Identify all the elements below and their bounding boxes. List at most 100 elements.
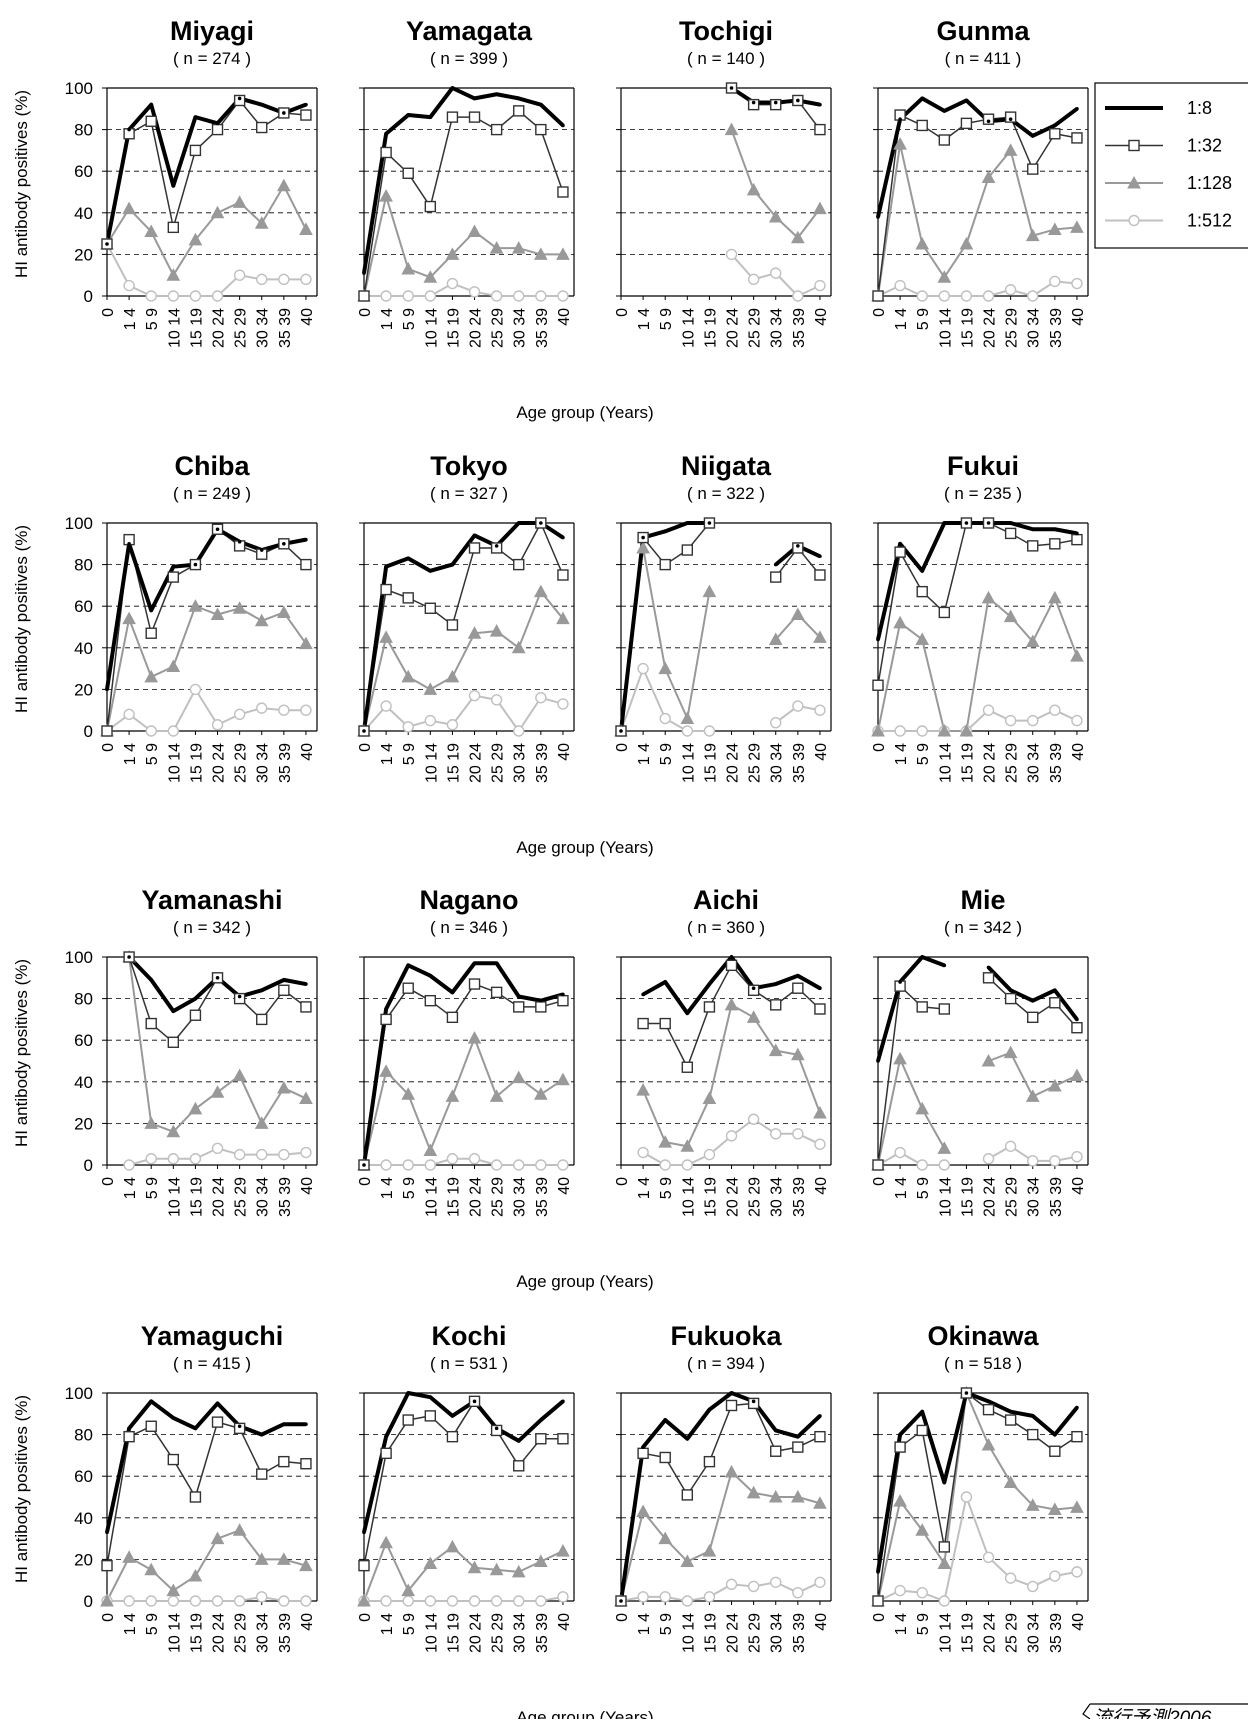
data-point-1-32 <box>380 146 392 159</box>
data-point-1-128 <box>533 247 548 260</box>
data-point-1-32 <box>872 679 884 691</box>
x-tick-label: 15 19 <box>188 743 205 783</box>
data-point-1-128 <box>1025 228 1040 242</box>
x-tick-label: 0 <box>100 743 117 752</box>
data-point-1-8 <box>472 533 477 538</box>
x-tick-label: 25 29 <box>747 308 764 348</box>
data-point-1-8 <box>450 1414 455 1418</box>
x-tick-label: 25 29 <box>747 1613 764 1653</box>
panel-n-yamagata: ( n = 399 ) <box>430 49 508 68</box>
data-point-1-128 <box>254 216 269 229</box>
data-point-1-8 <box>1053 988 1057 993</box>
panel-n-niigata: ( n = 322 ) <box>687 484 765 503</box>
x-tick-label: 40 <box>1070 308 1087 326</box>
data-point-1-8 <box>796 98 800 103</box>
data-point-1-128 <box>981 590 996 604</box>
data-point-1-128 <box>254 1116 269 1129</box>
x-tick-label: 1 4 <box>893 743 910 765</box>
data-point-1-512 <box>916 1159 928 1171</box>
data-point-1-128 <box>489 1562 504 1576</box>
data-point-1-32 <box>424 200 437 213</box>
data-point-1-128 <box>144 669 159 683</box>
data-point-1-8 <box>818 986 822 990</box>
data-point-1-512 <box>770 1576 782 1588</box>
data-point-1-128 <box>790 607 805 621</box>
series-line-1-8-mie <box>987 966 1079 1021</box>
data-point-1-32 <box>659 1451 671 1464</box>
data-point-1-512 <box>792 290 804 302</box>
data-point-1-8 <box>796 973 800 978</box>
data-point-1-128 <box>658 1531 673 1545</box>
data-point-1-32 <box>872 1159 884 1171</box>
data-point-1-512 <box>189 1595 202 1607</box>
data-point-1-8 <box>773 982 778 986</box>
data-point-1-128 <box>746 1010 761 1023</box>
x-tick-label: 15 19 <box>702 1177 719 1217</box>
data-point-1-512 <box>1071 714 1083 727</box>
data-point-1-512 <box>894 1584 906 1597</box>
series-line-1-32-nagano <box>363 983 564 1166</box>
x-tick-label: 25 29 <box>233 1613 250 1653</box>
data-point-1-8 <box>516 96 521 101</box>
x-tick-label: 40 <box>299 1177 316 1195</box>
data-point-1-128 <box>813 1105 827 1119</box>
panel-title-niigata: Niigata <box>681 451 772 481</box>
x-tick-label: 40 <box>299 743 316 761</box>
data-point-1-32 <box>557 994 569 1007</box>
x-tick-label: 25 29 <box>490 1613 507 1653</box>
data-point-1-512 <box>535 692 547 704</box>
data-point-1-128 <box>636 540 650 554</box>
panel-title-okinawa: Okinawa <box>927 1321 1039 1351</box>
x-tick-label: 1 4 <box>893 1177 910 1199</box>
panel-n-kochi: ( n = 531 ) <box>430 1354 508 1373</box>
data-point-1-512 <box>535 1595 547 1607</box>
data-point-1-128 <box>658 1135 673 1148</box>
x-tick-label: 10 14 <box>423 1613 440 1653</box>
data-point-1-8 <box>494 544 499 548</box>
data-point-1-8 <box>428 973 433 978</box>
data-point-1-128 <box>1003 1045 1018 1059</box>
data-point-1-8 <box>561 1399 565 1404</box>
series-line-1-512-yamagata <box>364 282 563 297</box>
data-point-1-8 <box>1053 123 1057 128</box>
x-tick-label: 20 24 <box>211 1177 228 1217</box>
x-tick-label: 20 24 <box>468 308 485 348</box>
series-line-1-512-nagano <box>364 1157 563 1166</box>
x-tick-label: 1 4 <box>636 308 653 330</box>
x-tick-label: 0 <box>100 1613 117 1622</box>
data-point-1-128 <box>144 1562 159 1576</box>
panel-title-yamaguchi: Yamaguchi <box>141 1321 284 1351</box>
x-tick-label: 1 4 <box>379 743 396 765</box>
x-tick-label: 25 29 <box>1004 308 1021 348</box>
data-point-1-128 <box>1025 1089 1040 1102</box>
data-point-1-8 <box>539 1418 543 1422</box>
data-point-1-128 <box>401 669 416 683</box>
data-point-1-512 <box>557 698 569 710</box>
y-tick-label: 100 <box>65 948 93 967</box>
data-point-1-128 <box>511 241 526 254</box>
panel-title-fukui: Fukui <box>947 451 1019 481</box>
x-tick-label: 0 <box>871 743 888 752</box>
data-point-1-8 <box>406 1391 411 1395</box>
data-point-1-128 <box>746 182 761 196</box>
data-point-1-8 <box>428 1395 433 1399</box>
x-tick-label: 1 4 <box>122 1613 139 1635</box>
data-point-1-128 <box>188 1101 203 1115</box>
data-point-1-8 <box>472 961 477 966</box>
data-point-1-512 <box>300 1595 312 1607</box>
data-point-1-8 <box>539 998 543 1003</box>
data-point-1-128 <box>768 1489 783 1503</box>
x-tick-label: 30 34 <box>255 743 272 783</box>
data-point-1-32 <box>145 1017 157 1030</box>
data-point-1-8 <box>1030 998 1035 1003</box>
data-point-1-32 <box>938 1003 951 1015</box>
data-point-1-512 <box>278 704 290 716</box>
data-point-1-32 <box>681 1489 694 1501</box>
series-line-1-8-gunma <box>876 96 1079 218</box>
x-tick-label: 0 <box>357 1177 374 1186</box>
data-point-1-512 <box>402 1159 414 1171</box>
data-point-1-32 <box>725 1399 738 1412</box>
x-tick-label: 15 19 <box>445 308 462 348</box>
data-point-1-32 <box>1049 128 1061 140</box>
